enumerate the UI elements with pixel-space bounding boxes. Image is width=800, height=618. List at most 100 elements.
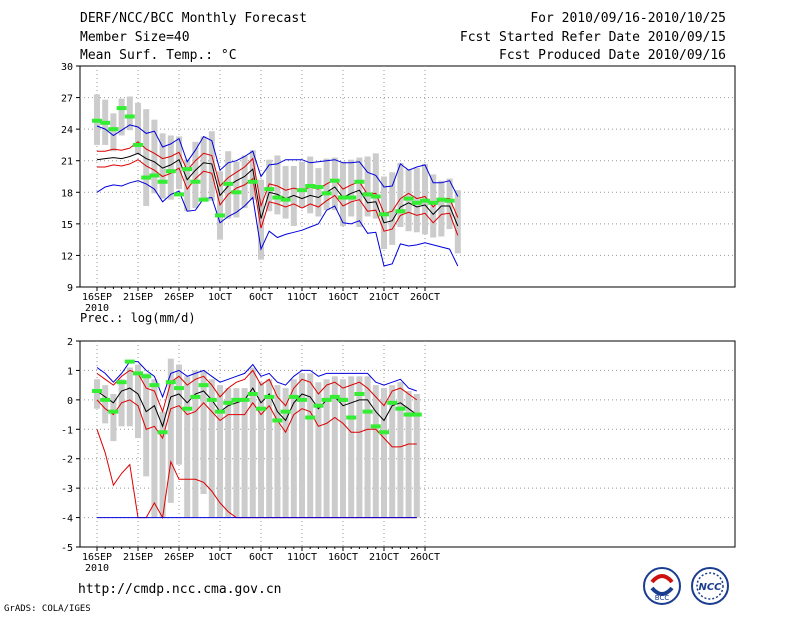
plot-frame: [79, 65, 736, 288]
observed-marker: [395, 209, 406, 214]
observed-marker: [206, 397, 217, 402]
spread-bar: [405, 391, 412, 518]
spread-bar: [299, 161, 305, 209]
y-tick-label: 9: [67, 283, 73, 294]
spread-bar: [135, 102, 141, 155]
chart-title: DERF/NCC/BCC Monthly Forecast: [80, 11, 307, 26]
observed-marker: [149, 383, 160, 388]
observed-marker: [182, 406, 193, 411]
grads-credit: GrADS: COLA/IGES: [4, 604, 91, 614]
observed-marker: [313, 403, 324, 408]
spread-bar: [315, 382, 322, 518]
spread-bar: [331, 157, 338, 211]
observed-marker: [92, 389, 102, 394]
spread-bar: [282, 388, 289, 518]
observed-marker: [280, 409, 291, 414]
spread-bar: [233, 161, 240, 218]
x-tick-label: 6OCT: [249, 552, 273, 563]
spread-bar: [217, 385, 223, 518]
fcst-produced-date: Fcst Produced Date 2010/09/16: [499, 48, 726, 63]
observed-marker: [133, 371, 143, 376]
spread-bar: [364, 156, 371, 217]
spread-bar: [430, 174, 437, 238]
spread-bar: [159, 411, 166, 518]
member-size: Member Size=40: [80, 30, 190, 45]
observed-marker: [297, 188, 307, 193]
spread-bar: [184, 376, 191, 518]
observed-marker: [247, 391, 258, 396]
spread-bar: [176, 364, 182, 465]
spread-bar: [249, 150, 256, 200]
observed-marker: [116, 380, 127, 385]
spread-bar: [356, 157, 363, 228]
observed-marker: [157, 430, 168, 435]
spread-bar: [438, 180, 445, 237]
y-tick-label: -4: [61, 514, 73, 525]
observed-marker: [411, 200, 422, 205]
x-tick-label: 1OCT: [208, 292, 232, 303]
spread-bar: [94, 379, 100, 409]
observed-marker: [133, 142, 143, 147]
y-tick-label: 24: [61, 125, 73, 136]
spread-bar: [348, 159, 355, 217]
observed-marker: [141, 175, 152, 180]
x-tick-label: 16OCT: [328, 292, 358, 303]
forecast-period: For 2010/09/16-2010/10/25: [530, 11, 726, 26]
spread-bar: [299, 373, 305, 518]
y-tick-label: -3: [61, 484, 73, 495]
observed-marker: [428, 200, 439, 205]
observed-marker: [174, 192, 184, 197]
observed-marker: [198, 197, 209, 202]
spread-bar: [307, 373, 314, 518]
spread-bar: [208, 131, 215, 201]
spread-bar: [290, 165, 297, 226]
observed-marker: [215, 213, 225, 218]
spread-bar: [192, 370, 199, 518]
spread-bar: [200, 136, 207, 201]
x-year-label: 2010: [85, 303, 109, 314]
observed-marker: [436, 197, 447, 202]
observed-marker: [354, 391, 365, 396]
spread-bar: [258, 179, 264, 260]
precip-title: Prec.: log(mm/d): [80, 311, 196, 325]
spread-bar: [274, 155, 281, 215]
spread-bar: [266, 379, 273, 518]
observed-marker: [165, 380, 176, 385]
x-year-label: 2010: [85, 563, 109, 574]
max-line: [96, 361, 417, 399]
spread-bar: [397, 382, 404, 518]
observed-marker: [239, 397, 250, 402]
bcc-logo: BCC: [643, 567, 681, 605]
observed-marker: [231, 397, 242, 402]
observed-marker: [321, 191, 332, 196]
footer-url[interactable]: http://cmdp.ncc.cma.gov.cn: [78, 582, 282, 597]
observed-marker: [247, 179, 258, 184]
spread-bar: [323, 379, 330, 518]
spread-bar: [389, 172, 396, 245]
spread-bar: [340, 379, 346, 518]
x-tick-label: 26OCT: [410, 552, 440, 563]
observed-marker: [100, 397, 111, 402]
spread-bar: [126, 367, 133, 427]
spread-bar: [331, 376, 338, 518]
spread-bar: [225, 388, 232, 518]
upper-band-line: [96, 369, 418, 414]
y-tick-label: -5: [61, 543, 73, 554]
spread-bar: [176, 136, 182, 190]
spread-bar: [208, 379, 215, 518]
observed-marker: [223, 181, 234, 186]
observed-marker: [198, 383, 209, 388]
spread-bar: [397, 162, 404, 228]
observed-marker: [108, 127, 119, 132]
spread-bar: [381, 388, 387, 518]
observed-marker: [256, 406, 266, 411]
y-tick-label: 15: [61, 220, 73, 231]
spread-bar: [241, 388, 248, 518]
y-tick-label: 18: [61, 188, 73, 199]
spread-bar: [151, 119, 158, 194]
y-tick-label: 0: [67, 396, 73, 407]
spread-bar: [102, 385, 109, 424]
y-tick-label: -2: [61, 455, 73, 466]
x-tick-label: 26OCT: [410, 292, 440, 303]
min-line: [96, 180, 459, 267]
